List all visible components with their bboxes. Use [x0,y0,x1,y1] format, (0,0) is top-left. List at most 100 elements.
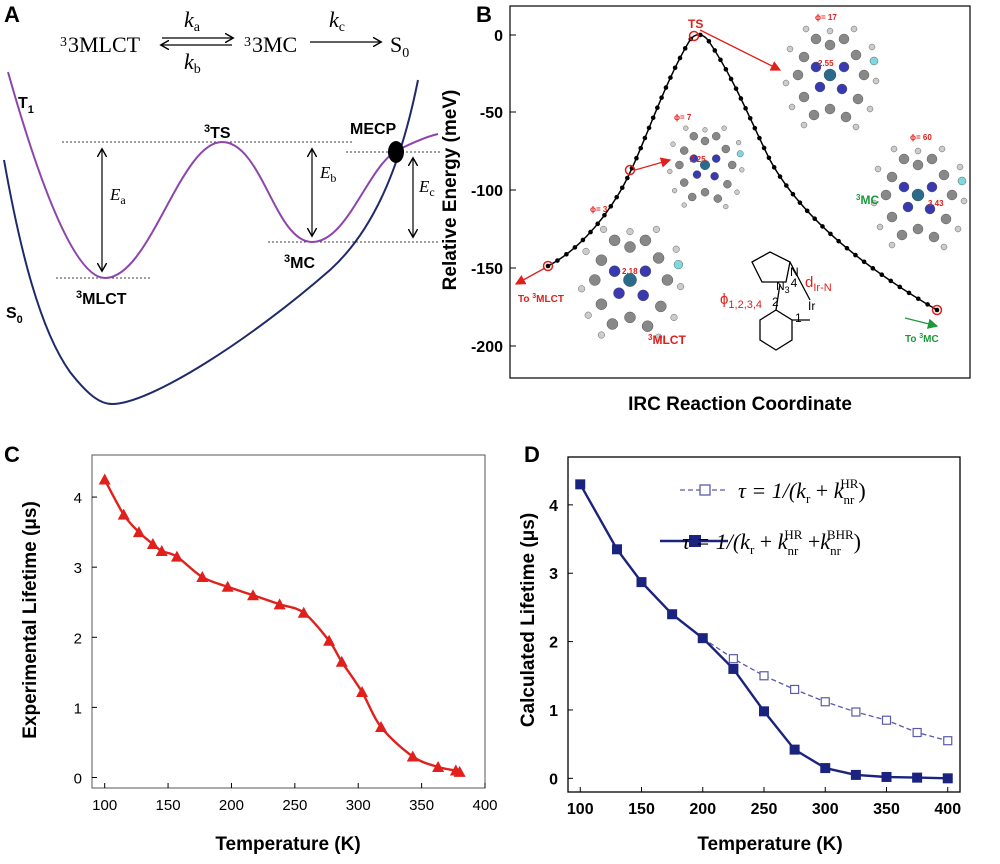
data-point [697,633,708,644]
mc-end-highlight [931,304,943,316]
atom [692,170,702,179]
data-point [406,750,419,762]
chart-c-axes: 100 150 200 250 300 350 400 0 1 2 3 4 [74,490,498,814]
atom [608,265,621,277]
irc-point [797,200,803,205]
atom [597,331,605,339]
atom [938,145,946,153]
irc-point [752,125,758,131]
data-point [759,671,769,681]
data-point [375,721,388,733]
data-point [789,744,800,755]
x-tick-label: 350 [409,797,434,814]
irc-point [906,290,912,296]
atom [712,131,721,141]
atom [938,169,950,181]
data-point [146,538,159,550]
atom [606,318,619,330]
scheme-ka: ka [184,7,201,35]
atom [670,141,676,147]
irc-point [925,302,930,307]
chart-c-frame [91,454,486,789]
irc-plot-frame [509,5,971,379]
y-tick-label: 0 [74,770,82,787]
atom [840,111,852,123]
irc-point [682,46,688,51]
phi7-label: ϕ= 7 [674,113,692,122]
atom [826,27,834,35]
to-mlct-arrow [514,267,546,285]
chart-d-frame [567,456,961,793]
atom [869,56,879,66]
y-tick-label: 3 [549,566,558,583]
chart-c-plot [98,473,466,777]
atom [926,153,938,165]
atom [912,159,924,171]
atom [800,121,808,129]
data-point [221,580,234,592]
data-point [432,760,445,772]
phenyl-ring [759,309,793,351]
atom [723,204,729,210]
chart-d-legend: τ = 1/(kr + knrHR) τ = 1/(kr + knrHR +kn… [660,476,866,558]
atom [677,283,685,291]
x-tick-label: 250 [751,801,778,818]
ligand-ir: Ir [808,299,815,313]
atom [661,274,674,286]
atom [858,69,870,81]
atom [637,289,649,302]
panel-a: A 3 3MLCT ka kb 3 3MC kc S0 [3,2,440,406]
data-point [728,663,739,674]
irc-point [879,272,885,277]
atom [721,125,727,131]
irc-point [677,55,683,61]
atom [788,103,796,111]
atom [940,243,948,251]
atom [736,150,744,158]
atom [710,171,719,181]
irc-point [820,224,825,229]
atom [624,311,636,324]
mlct-end-highlight [542,260,554,272]
irc-ylabel: Relative Energy (meV) [440,90,461,291]
panel-d: D 100 150 200 250 300 350 400 0 1 2 3 4 Calculated … [518,442,961,855]
panel-c: C 100 150 200 250 300 350 400 0 1 2 3 4 Experimenta… [4,442,498,855]
ligand-n3: N3 [776,279,790,295]
irc-point [614,194,619,200]
ligand-c2: 2 [772,295,779,309]
irc-point [564,251,569,257]
atom [814,81,826,93]
atom [850,25,858,33]
atom [700,187,710,197]
data-point [790,684,800,695]
data-point [247,589,260,601]
irc-point [757,135,762,141]
mlct-label: 3MLCT [76,289,127,308]
atom [680,178,689,187]
x-tick-label: 100 [92,797,117,814]
atom [712,154,721,163]
irc-point [659,95,664,100]
atom [946,189,958,201]
irc-point [580,237,586,243]
data-point [851,707,861,717]
irc-point [712,48,718,53]
data-point [98,473,111,485]
atom [626,228,634,236]
atom [584,311,592,319]
x-tick-label: 100 [567,801,594,818]
atom [838,33,850,45]
data-point [323,634,336,646]
atom [940,213,952,225]
atom [890,145,898,153]
data-point [881,771,892,782]
irc-point [738,96,744,101]
legend-label-bhr: τ = 1/(kr + knrHR +knrBHR) [682,527,861,558]
irc-point [706,39,712,44]
atom [655,300,667,313]
irc-ytick: -200 [471,339,503,356]
atom [655,333,663,341]
irc-point [672,65,678,71]
